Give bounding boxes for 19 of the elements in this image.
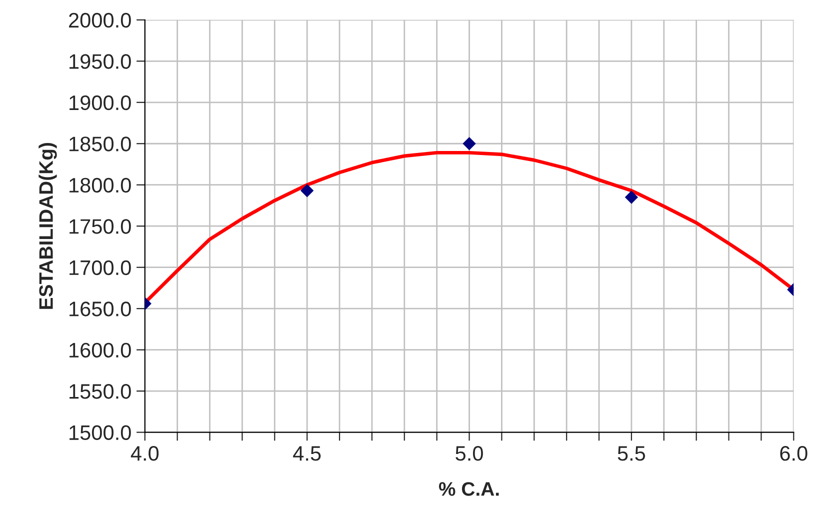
y-tick-label: 1650.0 bbox=[70, 302, 131, 316]
y-tick-label: 1900.0 bbox=[70, 95, 131, 110]
x-tick-label: 6.0 bbox=[780, 446, 808, 461]
y-axis-title: ESTABILIDAD(Kg) bbox=[38, 143, 57, 309]
y-tick-label: 1700.0 bbox=[70, 260, 131, 276]
y-tick-label: 1750.0 bbox=[70, 219, 131, 234]
y-tick-label: 2000.0 bbox=[69, 12, 131, 28]
x-tick-label: 4.5 bbox=[293, 446, 321, 461]
x-axis-title: % C.A. bbox=[438, 482, 499, 496]
x-tick-label: 5.0 bbox=[456, 446, 483, 461]
y-tick-label: 1850.0 bbox=[70, 136, 131, 152]
y-tick-label: 1950.0 bbox=[70, 54, 131, 69]
point bbox=[462, 137, 476, 150]
x-tick-label: 4.0 bbox=[130, 446, 159, 461]
y-tick-label: 1600.0 bbox=[70, 342, 131, 358]
y-tick-label: 1500.0 bbox=[70, 425, 131, 440]
x-tick-label: 5.5 bbox=[618, 446, 646, 461]
y-tick-label: 1550.0 bbox=[70, 384, 131, 399]
y-tick-label: 1800.0 bbox=[70, 178, 131, 193]
